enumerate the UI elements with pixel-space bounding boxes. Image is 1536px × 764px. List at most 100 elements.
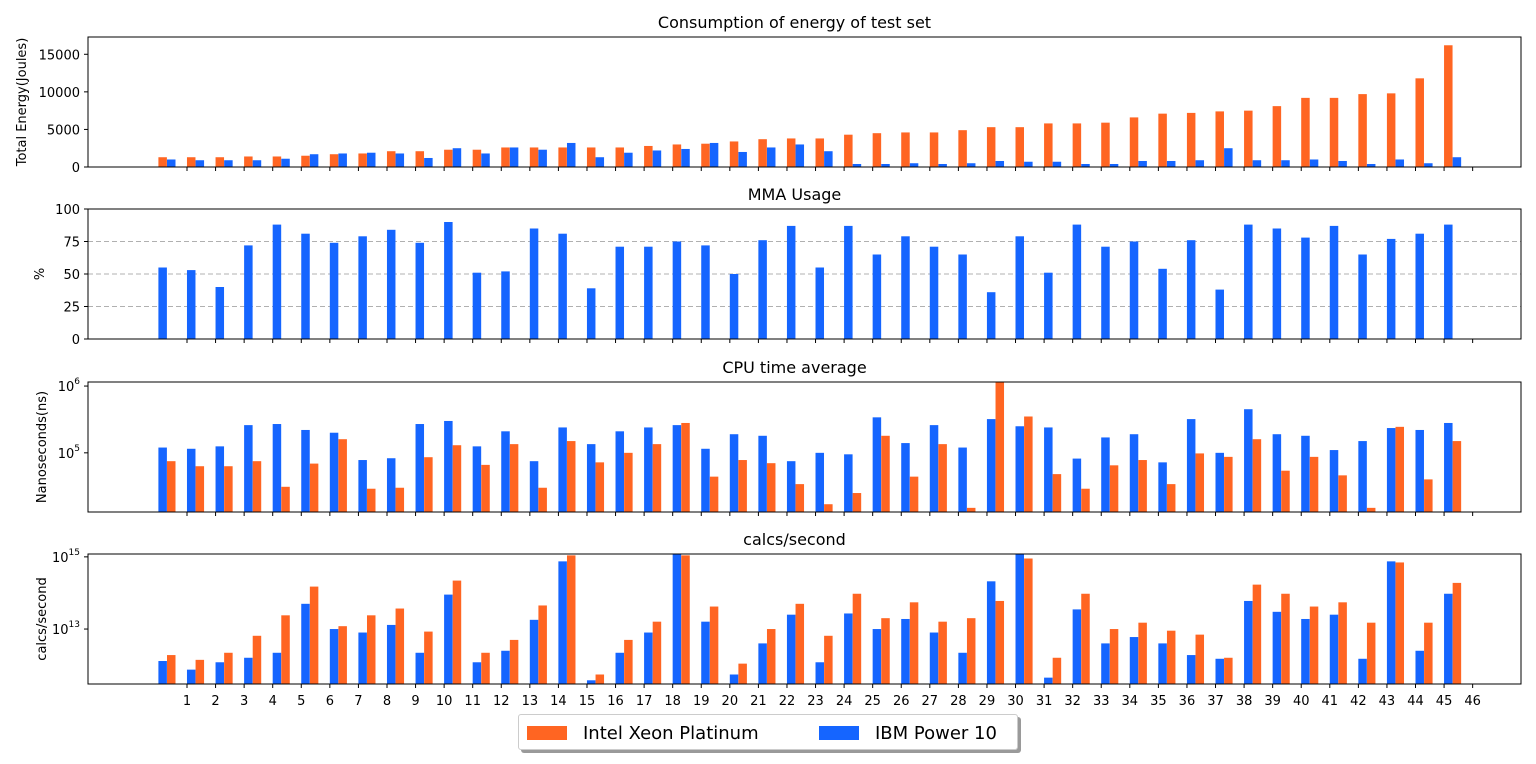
bar-intel-xeon-platinum-8 xyxy=(366,615,376,684)
bar-intel-xeon-platinum-34 xyxy=(1101,122,1110,167)
bar-ibm-power-10-33 xyxy=(1072,224,1082,339)
bar-intel-xeon-platinum-12 xyxy=(481,652,490,684)
bar-ibm-power-10-44 xyxy=(1386,238,1396,339)
bar-ibm-power-10-46 xyxy=(1444,224,1453,339)
bar-ibm-power-10-4 xyxy=(244,245,253,339)
bar-ibm-power-10-4 xyxy=(244,657,253,684)
bar-ibm-power-10-5 xyxy=(281,158,290,167)
bar-ibm-power-10-44 xyxy=(1386,428,1396,512)
x-tick-label-20: 20 xyxy=(722,694,739,709)
x-tick-label-35: 35 xyxy=(1150,694,1167,709)
bar-intel-xeon-platinum-5 xyxy=(281,615,290,684)
bar-ibm-power-10-26 xyxy=(872,254,882,339)
x-tick-label-30: 30 xyxy=(1007,694,1024,709)
x-tick-label-31: 31 xyxy=(1036,694,1053,709)
bar-ibm-power-10-26 xyxy=(872,417,882,512)
bar-ibm-power-10-7 xyxy=(338,153,347,167)
bar-intel-xeon-platinum-45 xyxy=(1424,479,1433,512)
bar-ibm-power-10-39 xyxy=(1244,224,1253,339)
bar-intel-xeon-platinum-16 xyxy=(595,462,605,512)
bar-intel-xeon-platinum-36 xyxy=(1158,113,1167,167)
bar-ibm-power-10-36 xyxy=(1158,643,1167,684)
bar-intel-xeon-platinum-5 xyxy=(281,486,290,512)
bar-ibm-power-10-28 xyxy=(929,246,939,339)
y-tick-label: 105 xyxy=(58,444,80,462)
bar-ibm-power-10-37 xyxy=(1186,240,1196,339)
bar-ibm-power-10-3 xyxy=(224,160,233,167)
bar-intel-xeon-platinum-44 xyxy=(1395,426,1405,512)
bar-intel-xeon-platinum-22 xyxy=(766,629,776,684)
bar-ibm-power-10-45 xyxy=(1415,233,1424,339)
bar-ibm-power-10-21 xyxy=(729,674,739,684)
chart-title: Consumption of energy of test set xyxy=(658,13,931,32)
bar-ibm-power-10-27 xyxy=(909,163,919,167)
bar-intel-xeon-platinum-18 xyxy=(644,145,653,167)
bar-intel-xeon-platinum-28 xyxy=(938,444,947,512)
bar-ibm-power-10-17 xyxy=(615,431,625,512)
bar-ibm-power-10-31 xyxy=(1015,236,1024,339)
bar-ibm-power-10-18 xyxy=(644,632,653,684)
bar-ibm-power-10-8 xyxy=(358,236,367,339)
bar-ibm-power-10-41 xyxy=(1301,237,1310,339)
bar-intel-xeon-platinum-37 xyxy=(1195,634,1205,684)
bar-intel-xeon-platinum-11 xyxy=(452,445,462,512)
bar-ibm-power-10-25 xyxy=(844,454,853,512)
bar-ibm-power-10-6 xyxy=(301,233,310,339)
bar-intel-xeon-platinum-1 xyxy=(167,461,176,512)
bar-ibm-power-10-7 xyxy=(329,432,339,512)
bar-ibm-power-10-17 xyxy=(624,152,633,167)
bar-intel-xeon-platinum-33 xyxy=(1081,488,1090,512)
bar-ibm-power-10-39 xyxy=(1244,600,1253,684)
plot-frame xyxy=(87,36,1522,168)
bar-ibm-power-10-34 xyxy=(1101,437,1110,512)
legend-label-intel: Intel Xeon Platinum xyxy=(583,722,759,744)
bar-ibm-power-10-23 xyxy=(786,614,796,684)
x-tick-label-15: 15 xyxy=(579,694,596,709)
bar-ibm-power-10-3 xyxy=(215,446,225,512)
bar-intel-xeon-platinum-3 xyxy=(215,157,225,167)
bar-ibm-power-10-16 xyxy=(595,157,605,167)
bar-ibm-power-10-5 xyxy=(272,424,282,512)
bar-intel-xeon-platinum-33 xyxy=(1072,123,1082,167)
bar-ibm-power-10-16 xyxy=(586,288,596,339)
bar-ibm-power-10-16 xyxy=(586,680,596,684)
bar-ibm-power-10-37 xyxy=(1186,655,1196,684)
bar-ibm-power-10-21 xyxy=(729,434,739,512)
x-tick-label-22: 22 xyxy=(779,694,796,709)
bar-intel-xeon-platinum-23 xyxy=(786,138,796,167)
bar-ibm-power-10-14 xyxy=(529,228,539,339)
bar-ibm-power-10-5 xyxy=(272,652,282,684)
bar-intel-xeon-platinum-3 xyxy=(224,652,233,684)
bar-ibm-power-10-41 xyxy=(1301,435,1310,512)
bar-intel-xeon-platinum-43 xyxy=(1358,94,1367,167)
bar-intel-xeon-platinum-9 xyxy=(386,151,396,167)
bar-ibm-power-10-13 xyxy=(501,271,510,339)
bar-intel-xeon-platinum-17 xyxy=(624,639,633,684)
bar-ibm-power-10-13 xyxy=(501,431,510,512)
bar-ibm-power-10-45 xyxy=(1424,163,1433,167)
bar-intel-xeon-platinum-7 xyxy=(329,154,339,167)
bar-ibm-power-10-2 xyxy=(186,448,196,512)
x-tick-label-7: 7 xyxy=(354,694,362,709)
bar-ibm-power-10-2 xyxy=(186,669,196,684)
bar-intel-xeon-platinum-44 xyxy=(1395,562,1405,684)
x-tick-label-41: 41 xyxy=(1322,694,1339,709)
chart-panel-cpu-time-average: 105 106 CPU time average Nanoseconds(ns) xyxy=(35,358,1522,516)
chart-panel-mma-usage: 0 25 50 75 100 MMA Usage% xyxy=(33,185,1522,348)
bar-ibm-power-10-6 xyxy=(301,429,310,512)
bar-ibm-power-10-18 xyxy=(644,246,653,339)
bar-intel-xeon-platinum-46 xyxy=(1452,441,1462,512)
bar-intel-xeon-platinum-20 xyxy=(709,476,719,512)
bar-ibm-power-10-43 xyxy=(1358,441,1367,512)
bar-intel-xeon-platinum-46 xyxy=(1444,45,1453,167)
bar-intel-xeon-platinum-4 xyxy=(252,635,262,684)
bar-ibm-power-10-31 xyxy=(1015,554,1024,684)
bar-intel-xeon-platinum-25 xyxy=(844,134,853,167)
x-tick-label-33: 33 xyxy=(1093,694,1110,709)
bar-intel-xeon-platinum-22 xyxy=(766,463,776,512)
bar-ibm-power-10-1 xyxy=(158,447,167,512)
bar-intel-xeon-platinum-21 xyxy=(738,460,747,512)
bar-ibm-power-10-36 xyxy=(1158,462,1167,512)
bar-intel-xeon-platinum-21 xyxy=(729,141,739,167)
